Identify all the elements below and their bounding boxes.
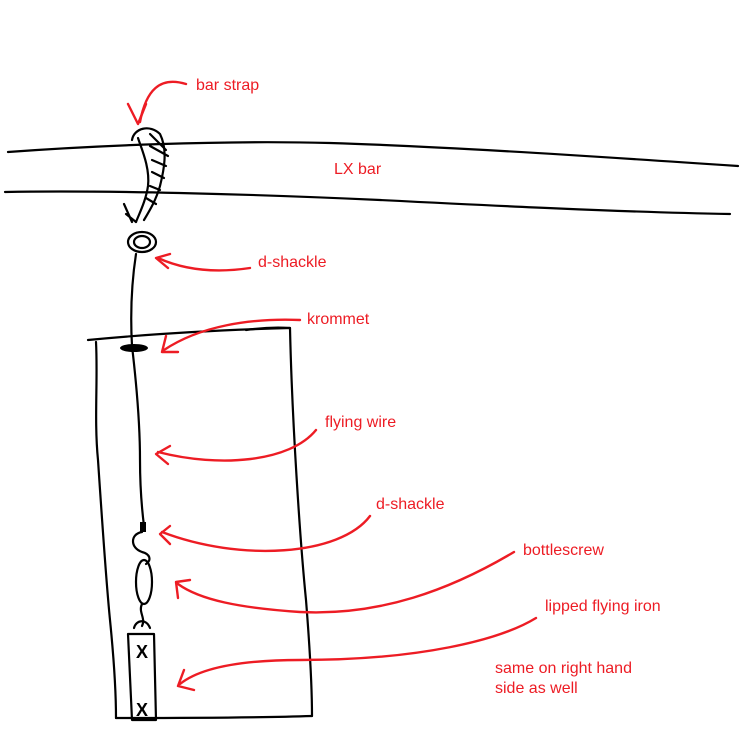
cross-mark-bottom: X bbox=[136, 700, 148, 720]
label-lx-bar: LX bar bbox=[334, 161, 382, 178]
krommet bbox=[120, 344, 148, 352]
label-bar-strap: bar strap bbox=[196, 77, 260, 94]
arrow-d-shackle-bottom bbox=[160, 514, 372, 553]
lipped-flying-iron: X X bbox=[126, 620, 158, 722]
label-bottlescrew: bottlescrew bbox=[523, 542, 604, 559]
arrow-flying-wire bbox=[156, 428, 318, 462]
cross-mark-top: X bbox=[136, 642, 148, 662]
lx-bar bbox=[3, 141, 740, 216]
bottlescrew bbox=[134, 558, 154, 628]
label-d-shackle-top: d-shackle bbox=[258, 254, 327, 271]
flying-wire bbox=[130, 252, 146, 528]
arrow-bar-strap bbox=[138, 80, 188, 124]
label-d-shackle-bottom: d-shackle bbox=[376, 496, 445, 513]
bar-strap bbox=[122, 127, 170, 224]
d-shackle-bottom bbox=[131, 522, 151, 566]
arrow-bottlescrew bbox=[176, 550, 516, 614]
arrow-lipped-flying-iron bbox=[178, 616, 538, 686]
note-line-1: same on right hand bbox=[495, 660, 632, 677]
arrow-krommet bbox=[162, 318, 302, 352]
label-flying-wire: flying wire bbox=[325, 414, 397, 431]
flat-panel bbox=[86, 326, 314, 720]
arrow-d-shackle-top bbox=[156, 256, 252, 272]
annotation-arrows bbox=[126, 80, 538, 692]
d-shackle-top bbox=[126, 230, 158, 254]
label-krommet: krommet bbox=[307, 311, 370, 328]
label-lipped-flying-iron: lipped flying iron bbox=[545, 598, 661, 615]
note-line-2: side as well bbox=[495, 680, 578, 697]
